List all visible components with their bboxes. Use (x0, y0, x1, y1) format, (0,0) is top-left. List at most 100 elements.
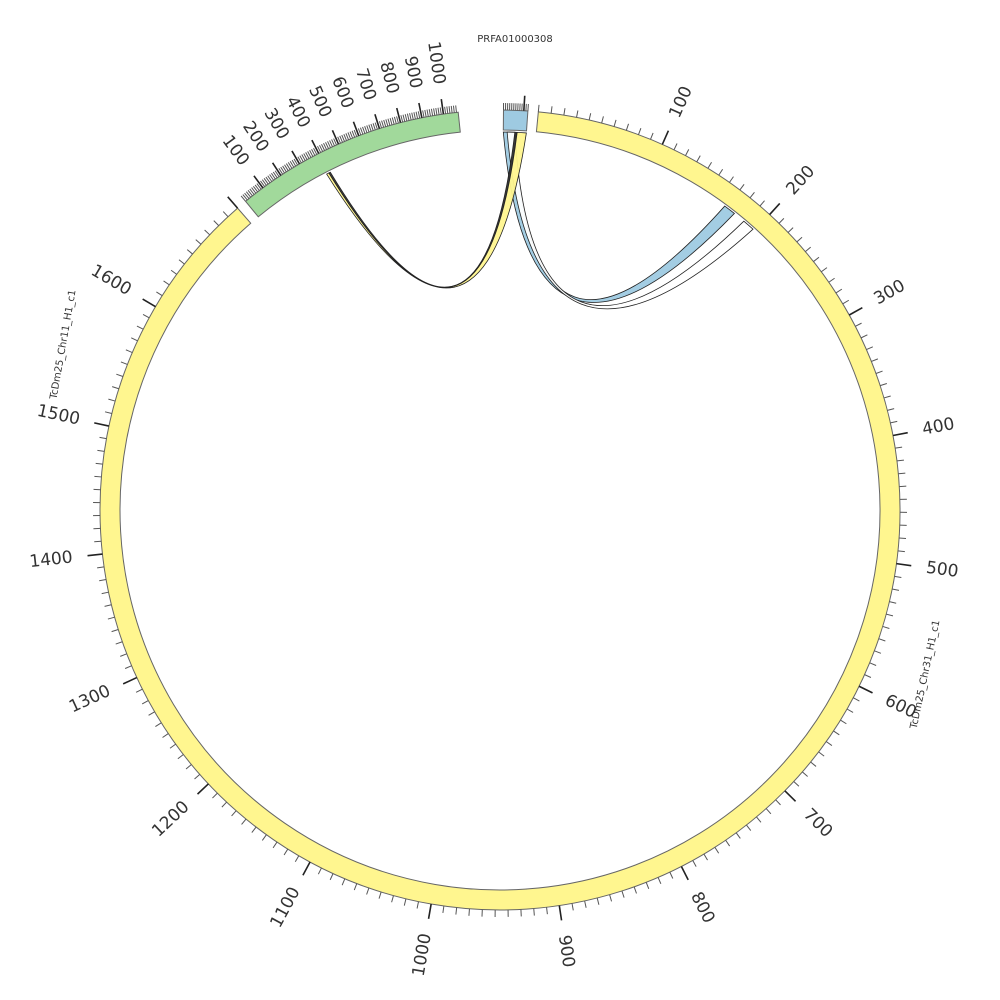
minor-tick (897, 550, 905, 553)
tick-label: 800 (686, 889, 719, 927)
tick-label: 900 (554, 934, 579, 969)
minor-tick (821, 267, 828, 273)
minor-tick (746, 824, 752, 831)
minor-tick (550, 106, 553, 114)
minor-tick (765, 808, 772, 815)
minor-tick (345, 133, 350, 140)
minor-tick (244, 192, 250, 199)
minor-tick (317, 867, 322, 875)
minor-tick (450, 105, 453, 113)
tick-label: 500 (925, 558, 960, 582)
minor-tick (852, 697, 860, 702)
major-tick (94, 422, 110, 427)
minor-tick (297, 156, 302, 164)
minor-tick (339, 135, 343, 143)
minor-tick (116, 373, 124, 377)
minor-tick (104, 411, 112, 414)
minor-tick (576, 110, 579, 118)
minor-tick (669, 871, 674, 879)
minor-tick (260, 180, 266, 187)
minor-tick (317, 145, 322, 153)
minor-tick (396, 116, 399, 124)
minor-tick (252, 185, 258, 193)
minor-tick (305, 152, 310, 159)
minor-tick (869, 662, 877, 666)
minor-tick (778, 217, 785, 224)
minor-tick (372, 123, 376, 131)
major-tick (291, 150, 301, 165)
minor-tick (749, 192, 755, 199)
minor-tick (383, 119, 387, 127)
minor-tick (609, 894, 613, 902)
major-tick (680, 866, 689, 881)
minor-tick (883, 395, 891, 399)
major-tick (427, 903, 432, 919)
minor-tick (426, 109, 429, 117)
major-tick (769, 202, 781, 216)
minor-tick (714, 847, 720, 854)
minor-tick (818, 751, 825, 757)
minor-tick (155, 722, 162, 727)
minor-tick (825, 741, 833, 746)
minor-tick (650, 132, 654, 140)
minor-tick (878, 638, 886, 642)
minor-tick (435, 108, 438, 116)
minor-tick (756, 816, 762, 823)
minor-tick (657, 877, 662, 885)
major-tick (302, 861, 311, 876)
minor-tick (284, 164, 289, 171)
major-tick (352, 121, 360, 137)
minor-tick (802, 771, 808, 777)
minor-tick (120, 653, 127, 657)
minor-tick (291, 159, 297, 167)
minor-tick (307, 151, 312, 158)
minor-tick (403, 898, 407, 906)
minor-tick (437, 107, 440, 115)
minor-tick (331, 139, 335, 147)
minor-tick (124, 665, 132, 669)
minor-tick (775, 799, 781, 806)
minor-tick (231, 810, 237, 817)
minor-tick (759, 200, 765, 207)
minor-tick (204, 229, 211, 236)
minor-tick (393, 116, 397, 124)
minor-tick (254, 184, 260, 191)
minor-tick (810, 761, 817, 767)
minor-tick (245, 191, 252, 198)
minor-tick (645, 882, 650, 890)
minor-tick (787, 227, 794, 233)
minor-tick (385, 119, 389, 127)
minor-tick (263, 178, 269, 185)
minor-tick (249, 188, 255, 195)
ideogram-layer (99, 109, 901, 911)
minor-tick (111, 629, 119, 633)
minor-tick (285, 163, 291, 170)
minor-tick (444, 106, 447, 114)
tick-label: 100 (665, 83, 696, 121)
minor-tick (327, 141, 331, 148)
major-tick (196, 783, 209, 795)
minor-tick (368, 124, 372, 132)
minor-tick (895, 446, 903, 449)
minor-tick (261, 179, 267, 186)
minor-tick (329, 140, 333, 147)
minor-tick (185, 764, 192, 770)
minor-tick (341, 878, 346, 886)
minor-tick (729, 176, 734, 183)
minor-tick (163, 280, 170, 286)
minor-tick (416, 901, 419, 909)
minor-tick (366, 125, 370, 133)
minor-tick (241, 818, 247, 825)
minor-tick (424, 109, 427, 117)
minor-tick (240, 195, 246, 202)
minor-tick (875, 370, 883, 374)
minor-tick (796, 236, 803, 243)
minor-tick (347, 132, 352, 140)
minor-tick (115, 641, 123, 645)
minor-tick (673, 143, 678, 151)
minor-tick (446, 106, 449, 114)
minor-tick (846, 708, 854, 713)
minor-tick (366, 887, 370, 895)
minor-tick (112, 386, 119, 390)
